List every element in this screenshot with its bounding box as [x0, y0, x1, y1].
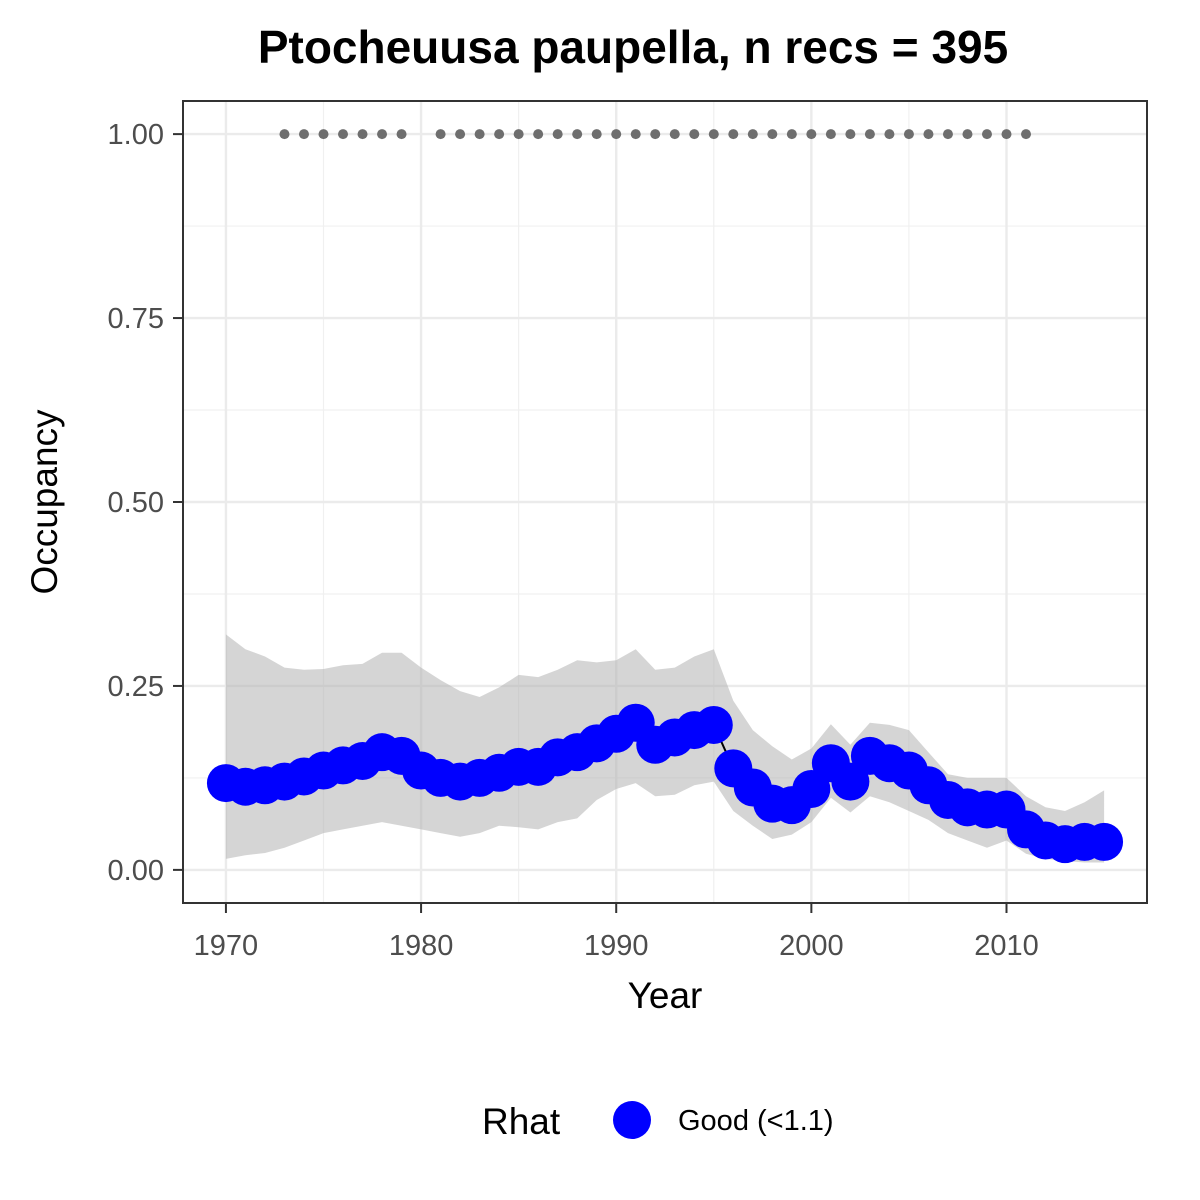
record-year-dot	[298, 129, 309, 140]
record-year-dot	[981, 129, 992, 140]
legend-title: Rhat	[482, 1101, 561, 1142]
legend: Rhat Good (<1.1)	[482, 1101, 834, 1142]
chart-title: Ptocheuusa paupella, n recs = 395	[258, 21, 1008, 73]
record-year-dot	[786, 129, 797, 140]
data-point	[1085, 822, 1124, 861]
record-year-dot	[1021, 129, 1032, 140]
record-year-dot	[513, 129, 524, 140]
record-year-dot	[357, 129, 368, 140]
data-point	[831, 762, 870, 801]
record-year-dot	[611, 129, 622, 140]
x-axis: 1970 1980 1990 2000 2010	[194, 903, 1039, 962]
record-year-dot	[1001, 129, 1012, 140]
record-year-dot	[474, 129, 485, 140]
record-year-dot	[708, 129, 719, 140]
record-year-dot	[552, 129, 563, 140]
record-year-dot	[806, 129, 817, 140]
record-year-dot	[767, 129, 778, 140]
data-point	[792, 769, 831, 808]
record-year-dot	[279, 129, 290, 140]
x-tick-label: 1990	[584, 930, 649, 962]
y-tick-label: 1.00	[108, 119, 164, 151]
record-year-dot	[533, 129, 544, 140]
x-tick-label: 1980	[389, 930, 454, 962]
legend-swatch-good	[613, 1101, 651, 1139]
record-year-dot	[377, 129, 388, 140]
record-year-dot	[455, 129, 466, 140]
record-year-dot	[318, 129, 329, 140]
record-year-dot	[669, 129, 680, 140]
y-tick-label: 0.00	[108, 855, 164, 887]
record-year-dot	[845, 129, 856, 140]
y-tick-label: 0.75	[108, 303, 164, 335]
x-tick-label: 1970	[194, 930, 259, 962]
legend-label-good: Good (<1.1)	[678, 1105, 834, 1137]
record-year-dot	[825, 129, 836, 140]
y-axis: 0.00 0.25 0.50 0.75 1.00	[108, 119, 183, 887]
x-axis-title: Year	[628, 975, 703, 1016]
record-year-dot	[494, 129, 505, 140]
record-year-dot	[903, 129, 914, 140]
x-tick-label: 2000	[779, 930, 844, 962]
y-axis-title: Occupancy	[24, 409, 65, 595]
y-tick-label: 0.25	[108, 671, 164, 703]
record-year-dot	[923, 129, 934, 140]
record-year-dot	[435, 129, 446, 140]
record-year-dot	[396, 129, 407, 140]
y-tick-label: 0.50	[108, 487, 164, 519]
record-year-dot	[942, 129, 953, 140]
record-year-dot	[338, 129, 349, 140]
record-year-dot	[650, 129, 661, 140]
data-points	[206, 703, 1124, 864]
data-point	[694, 705, 733, 744]
record-year-dots	[279, 129, 1032, 140]
record-year-dot	[689, 129, 700, 140]
record-year-dot	[884, 129, 895, 140]
record-year-dot	[630, 129, 641, 140]
record-year-dot	[864, 129, 875, 140]
record-year-dot	[572, 129, 583, 140]
x-tick-label: 2010	[974, 930, 1039, 962]
record-year-dot	[591, 129, 602, 140]
record-year-dot	[962, 129, 973, 140]
record-year-dot	[747, 129, 758, 140]
record-year-dot	[728, 129, 739, 140]
